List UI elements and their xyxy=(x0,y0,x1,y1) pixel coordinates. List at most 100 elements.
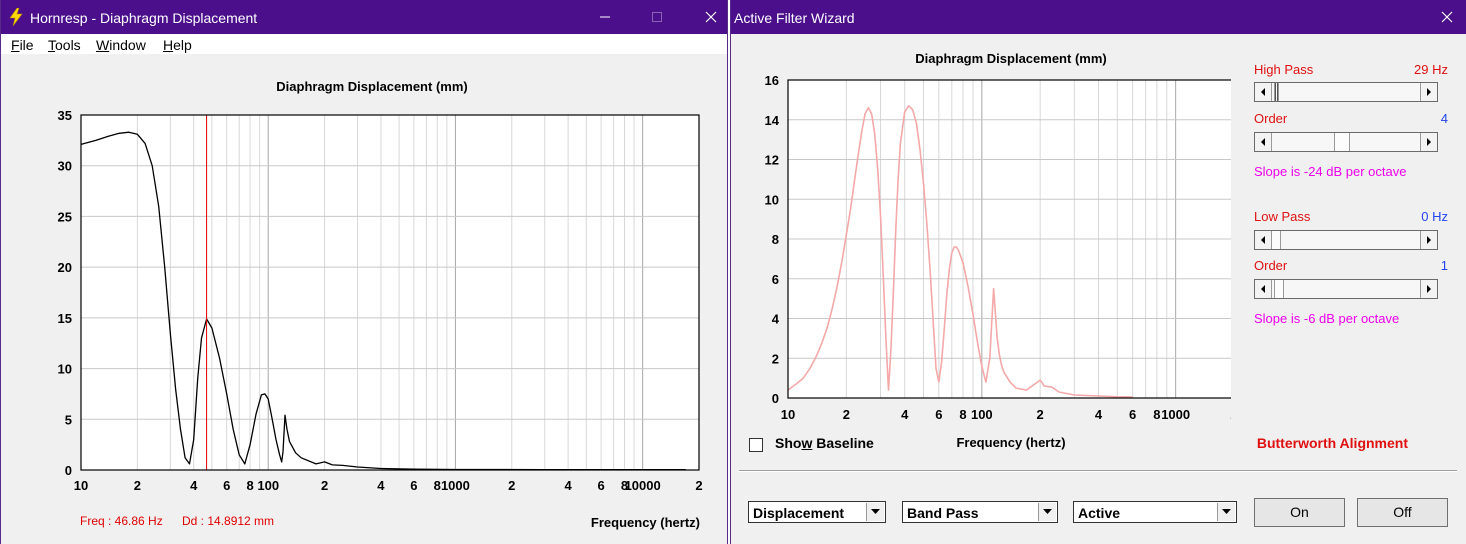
filter-kind-select[interactable]: Active xyxy=(1073,501,1237,523)
window-title: Hornresp - Diaphragm Displacement xyxy=(30,10,258,26)
arrow-right-icon xyxy=(1427,138,1431,146)
high-pass-label: High Pass xyxy=(1254,62,1314,77)
x-tick-label: 1000 xyxy=(1161,407,1190,422)
low-pass-value: 0 Hz xyxy=(1421,209,1448,224)
x-tick-label: 10000 xyxy=(625,478,661,493)
chart-title: Diaphragm Displacement (mm) xyxy=(915,51,1106,66)
menu-window[interactable]: Window xyxy=(96,37,146,53)
x-tick-label: 8 xyxy=(434,478,441,493)
scroll-right-button[interactable] xyxy=(1420,280,1437,298)
scroll-right-button[interactable] xyxy=(1420,83,1437,101)
high-pass-value: 29 Hz xyxy=(1414,62,1448,77)
arrow-left-icon xyxy=(1261,88,1265,96)
lp-order-value: 1 xyxy=(1440,258,1448,273)
y-tick-label: 35 xyxy=(58,108,72,123)
x-tick-label: 2 xyxy=(321,478,328,493)
x-tick-label: 8 xyxy=(959,407,966,422)
lp-order-slider[interactable] xyxy=(1254,279,1438,299)
high-pass-slider[interactable] xyxy=(1254,82,1438,102)
chart-title: Diaphragm Displacement (mm) xyxy=(276,79,467,94)
frequency-readout: Freq : 46.86 Hz xyxy=(80,514,163,528)
y-tick-label: 20 xyxy=(58,260,72,275)
x-tick-label: 4 xyxy=(377,478,385,493)
scroll-left-button[interactable] xyxy=(1255,280,1272,298)
displacement-readout: Dd : 14.8912 mm xyxy=(182,514,275,528)
lp-order-slider-thumb[interactable] xyxy=(1273,280,1284,298)
x-tick-label: 8 xyxy=(1153,407,1160,422)
x-tick-label: 6 xyxy=(223,478,230,493)
x-tick-label: 2 xyxy=(134,478,141,493)
hp-slope-text: Slope is -24 dB per octave xyxy=(1254,164,1407,179)
arrow-right-icon xyxy=(1427,88,1431,96)
menu-file[interactable]: File xyxy=(11,37,34,53)
lp-order-label: Order xyxy=(1254,258,1288,273)
plot-area xyxy=(81,115,699,470)
scroll-left-button[interactable] xyxy=(1255,83,1272,101)
x-tick-label: 8 xyxy=(621,478,628,493)
dropdown-button[interactable] xyxy=(1217,503,1235,521)
x-tick-label: 6 xyxy=(935,407,942,422)
close-button[interactable] xyxy=(699,5,723,29)
on-button[interactable]: On xyxy=(1254,498,1345,527)
scroll-left-button[interactable] xyxy=(1255,231,1272,249)
chevron-down-icon xyxy=(1222,509,1231,514)
maximize-button[interactable] xyxy=(645,5,669,29)
x-tick-label: 2 xyxy=(843,407,850,422)
close-icon xyxy=(1441,11,1453,23)
x-tick-label: 2 xyxy=(695,478,702,493)
alignment-label: Butterworth Alignment xyxy=(1256,435,1408,451)
arrow-left-icon xyxy=(1261,285,1265,293)
minimize-button[interactable] xyxy=(593,5,617,29)
y-tick-label: 15 xyxy=(58,311,72,326)
show-baseline-label[interactable]: Show Baseline xyxy=(775,435,874,451)
x-tick-label: 100 xyxy=(257,478,279,493)
low-pass-slider-thumb[interactable] xyxy=(1271,231,1281,249)
hp-order-value: 4 xyxy=(1440,111,1448,126)
menu-help[interactable]: Help xyxy=(163,37,192,53)
hp-order-label: Order xyxy=(1254,111,1288,126)
dropdown-button[interactable] xyxy=(1038,503,1056,521)
y-tick-label: 10 xyxy=(58,362,72,377)
lightning-bolt-icon xyxy=(9,8,23,26)
separator xyxy=(739,470,1457,472)
hp-order-slider[interactable] xyxy=(1254,132,1438,152)
hornresp-client: 0 5 10 15 20 25 30 35 10 2 4 6 8 100 2 4 6 8 1000 2 4 6 8 10000… xyxy=(1,54,727,544)
hp-order-slider-thumb[interactable] xyxy=(1333,133,1350,151)
scroll-right-button[interactable] xyxy=(1420,133,1437,151)
low-pass-label: Low Pass xyxy=(1254,209,1311,224)
y-tick-label: 4 xyxy=(772,312,780,327)
close-button[interactable] xyxy=(1435,5,1459,29)
x-tick-label: 4 xyxy=(901,407,909,422)
mode-select[interactable]: Displacement xyxy=(748,501,886,523)
show-baseline-checkbox[interactable] xyxy=(749,438,763,452)
y-tick-label: 30 xyxy=(58,159,72,174)
arrow-right-icon xyxy=(1427,285,1431,293)
y-tick-label: 14 xyxy=(765,113,780,128)
y-tick-label: 0 xyxy=(65,463,72,478)
x-tick-label: 4 xyxy=(565,478,573,493)
x-tick-label: 4 xyxy=(190,478,198,493)
hornresp-titlebar[interactable]: Hornresp - Diaphragm Displacement xyxy=(1,0,727,34)
y-tick-label: 25 xyxy=(58,209,72,224)
x-tick-label: 6 xyxy=(410,478,417,493)
chevron-down-icon xyxy=(871,509,880,514)
low-pass-slider[interactable] xyxy=(1254,230,1438,250)
wizard-titlebar[interactable]: Active Filter Wizard xyxy=(731,0,1466,34)
minimize-icon xyxy=(600,16,610,18)
x-tick-label: 2 xyxy=(1230,407,1231,422)
x-tick-label: 6 xyxy=(1129,407,1136,422)
wizard-client: 0246810121416102468100246810002Diaphragm… xyxy=(731,34,1466,544)
high-pass-slider-thumb[interactable] xyxy=(1273,83,1279,101)
x-tick-label: 1000 xyxy=(441,478,470,493)
scroll-left-button[interactable] xyxy=(1255,133,1272,151)
y-tick-label: 8 xyxy=(772,232,779,247)
x-axis-label: Frequency (hertz) xyxy=(956,435,1065,450)
dropdown-button[interactable] xyxy=(866,503,884,521)
scroll-right-button[interactable] xyxy=(1420,231,1437,249)
plot-frame xyxy=(80,114,700,471)
menu-tools[interactable]: Tools xyxy=(48,37,81,53)
arrow-left-icon xyxy=(1261,236,1265,244)
filter-type-select[interactable]: Band Pass xyxy=(902,501,1058,523)
off-button[interactable]: Off xyxy=(1357,498,1448,527)
